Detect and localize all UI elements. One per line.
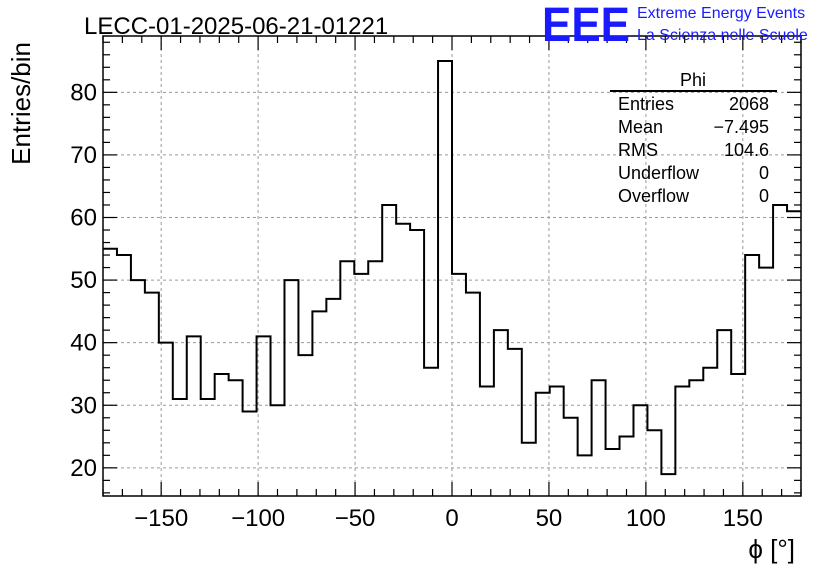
y-tick-label-6: 80 [70, 79, 97, 106]
x-tick-label-0: −150 [134, 505, 188, 532]
y-tick-label-3: 50 [70, 267, 97, 294]
x-axis-title: ϕ [°] [748, 534, 795, 564]
histogram-bin-4 [159, 343, 173, 496]
histogram-bin-26 [466, 293, 480, 496]
histogram-bin-33 [564, 418, 578, 496]
stats-rows: Entries 2068 Mean −7.495 RMS 104.6 Underflow 0 O… [618, 94, 769, 206]
y-tick-label-1: 30 [70, 392, 97, 419]
x-tick-label-5: 100 [626, 505, 666, 532]
histogram-bin-46 [745, 255, 759, 496]
eee-logo-mark: EEE [542, 0, 630, 52]
histogram-bin-44 [717, 330, 731, 496]
histogram-bin-12 [271, 405, 285, 496]
stats-row-4-value: 0 [759, 186, 769, 206]
histogram-bin-39 [647, 430, 661, 496]
histogram-bin-36 [606, 449, 620, 496]
histogram-bin-24 [438, 61, 452, 496]
x-tick-label-1: −100 [231, 505, 285, 532]
histogram-bin-16 [326, 299, 340, 496]
histogram-bin-42 [689, 380, 703, 496]
histogram-outline [103, 60, 801, 476]
x-tick-label-3: 0 [445, 505, 458, 532]
histogram-bin-7 [201, 399, 215, 496]
histogram-bin-25 [452, 274, 466, 496]
y-tick-label-2: 40 [70, 330, 97, 357]
histogram-bin-11 [257, 336, 271, 496]
histogram-bin-47 [759, 268, 773, 496]
eee-logo: EEE Extreme Energy Events La Scienza nel… [542, 0, 808, 52]
stats-row-3-value: 0 [759, 163, 769, 183]
histogram-bin-17 [340, 261, 354, 496]
x-tick-label-2: −50 [335, 505, 376, 532]
stats-row-1-value: −7.495 [713, 117, 769, 137]
stats-row-2-label: RMS [618, 140, 658, 160]
stats-row-2-value: 104.6 [724, 140, 769, 160]
histogram-bin-20 [382, 205, 396, 496]
stats-title: Phi [680, 70, 706, 90]
histogram-bin-5 [173, 399, 187, 496]
histogram-bin-48 [773, 205, 787, 496]
stats-row-1-label: Mean [618, 117, 663, 137]
x-tick-label-6: 150 [723, 505, 763, 532]
histogram-bin-49 [787, 211, 801, 496]
histogram-bin-28 [494, 330, 508, 496]
histogram-bin-23 [424, 368, 438, 496]
histogram-bin-2 [131, 280, 145, 496]
y-tick-label-4: 60 [70, 204, 97, 231]
histogram-bin-22 [410, 230, 424, 496]
y-axis-title: Entries/bin [6, 42, 36, 165]
histogram-bin-3 [145, 293, 159, 496]
axis-ticks [102, 36, 802, 496]
histogram-bin-14 [298, 355, 312, 496]
chart-title: LECC-01-2025-06-21-01221 [84, 13, 388, 40]
eee-logo-line1: Extreme Energy Events [637, 5, 805, 22]
histogram-bin-41 [675, 386, 689, 496]
histogram-bin-43 [703, 368, 717, 496]
histogram-bin-9 [229, 380, 243, 496]
stats-row-0-value: 2068 [729, 94, 769, 114]
stats-box: Phi Entries 2068 Mean −7.495 RMS 104.6 Underfl… [610, 70, 777, 206]
stats-row-0-label: Entries [618, 94, 674, 114]
eee-logo-line2: La Scienza nelle Scuole [637, 27, 808, 44]
histogram-bin-34 [578, 455, 592, 496]
x-tick-label-4: 50 [536, 505, 563, 532]
histogram-bars [103, 60, 801, 496]
y-tick-label-5: 70 [70, 142, 97, 169]
histogram-bin-6 [187, 336, 201, 496]
histogram-bin-19 [368, 261, 382, 496]
stats-row-3-label: Underflow [618, 163, 700, 183]
histogram-bin-18 [354, 274, 368, 496]
histogram-bin-40 [661, 474, 675, 496]
tick-labels: −150 −100 −50 0 50 100 150 20 30 40 50 60 70 80 [70, 79, 763, 532]
histogram-bin-35 [592, 380, 606, 496]
histogram-bin-0 [103, 249, 117, 496]
histogram-bin-8 [215, 374, 229, 496]
histogram-bin-10 [243, 412, 257, 496]
histogram-bin-27 [480, 386, 494, 496]
histogram-bin-13 [284, 280, 298, 496]
y-tick-label-0: 20 [70, 455, 97, 482]
histogram-bin-32 [550, 386, 564, 496]
histogram-bin-30 [522, 443, 536, 496]
histogram-bin-37 [620, 437, 634, 496]
histogram-bin-1 [117, 255, 131, 496]
histogram-bin-21 [396, 224, 410, 496]
histogram-bin-31 [536, 393, 550, 496]
histogram-bin-29 [508, 349, 522, 496]
stats-row-4-label: Overflow [618, 186, 690, 206]
